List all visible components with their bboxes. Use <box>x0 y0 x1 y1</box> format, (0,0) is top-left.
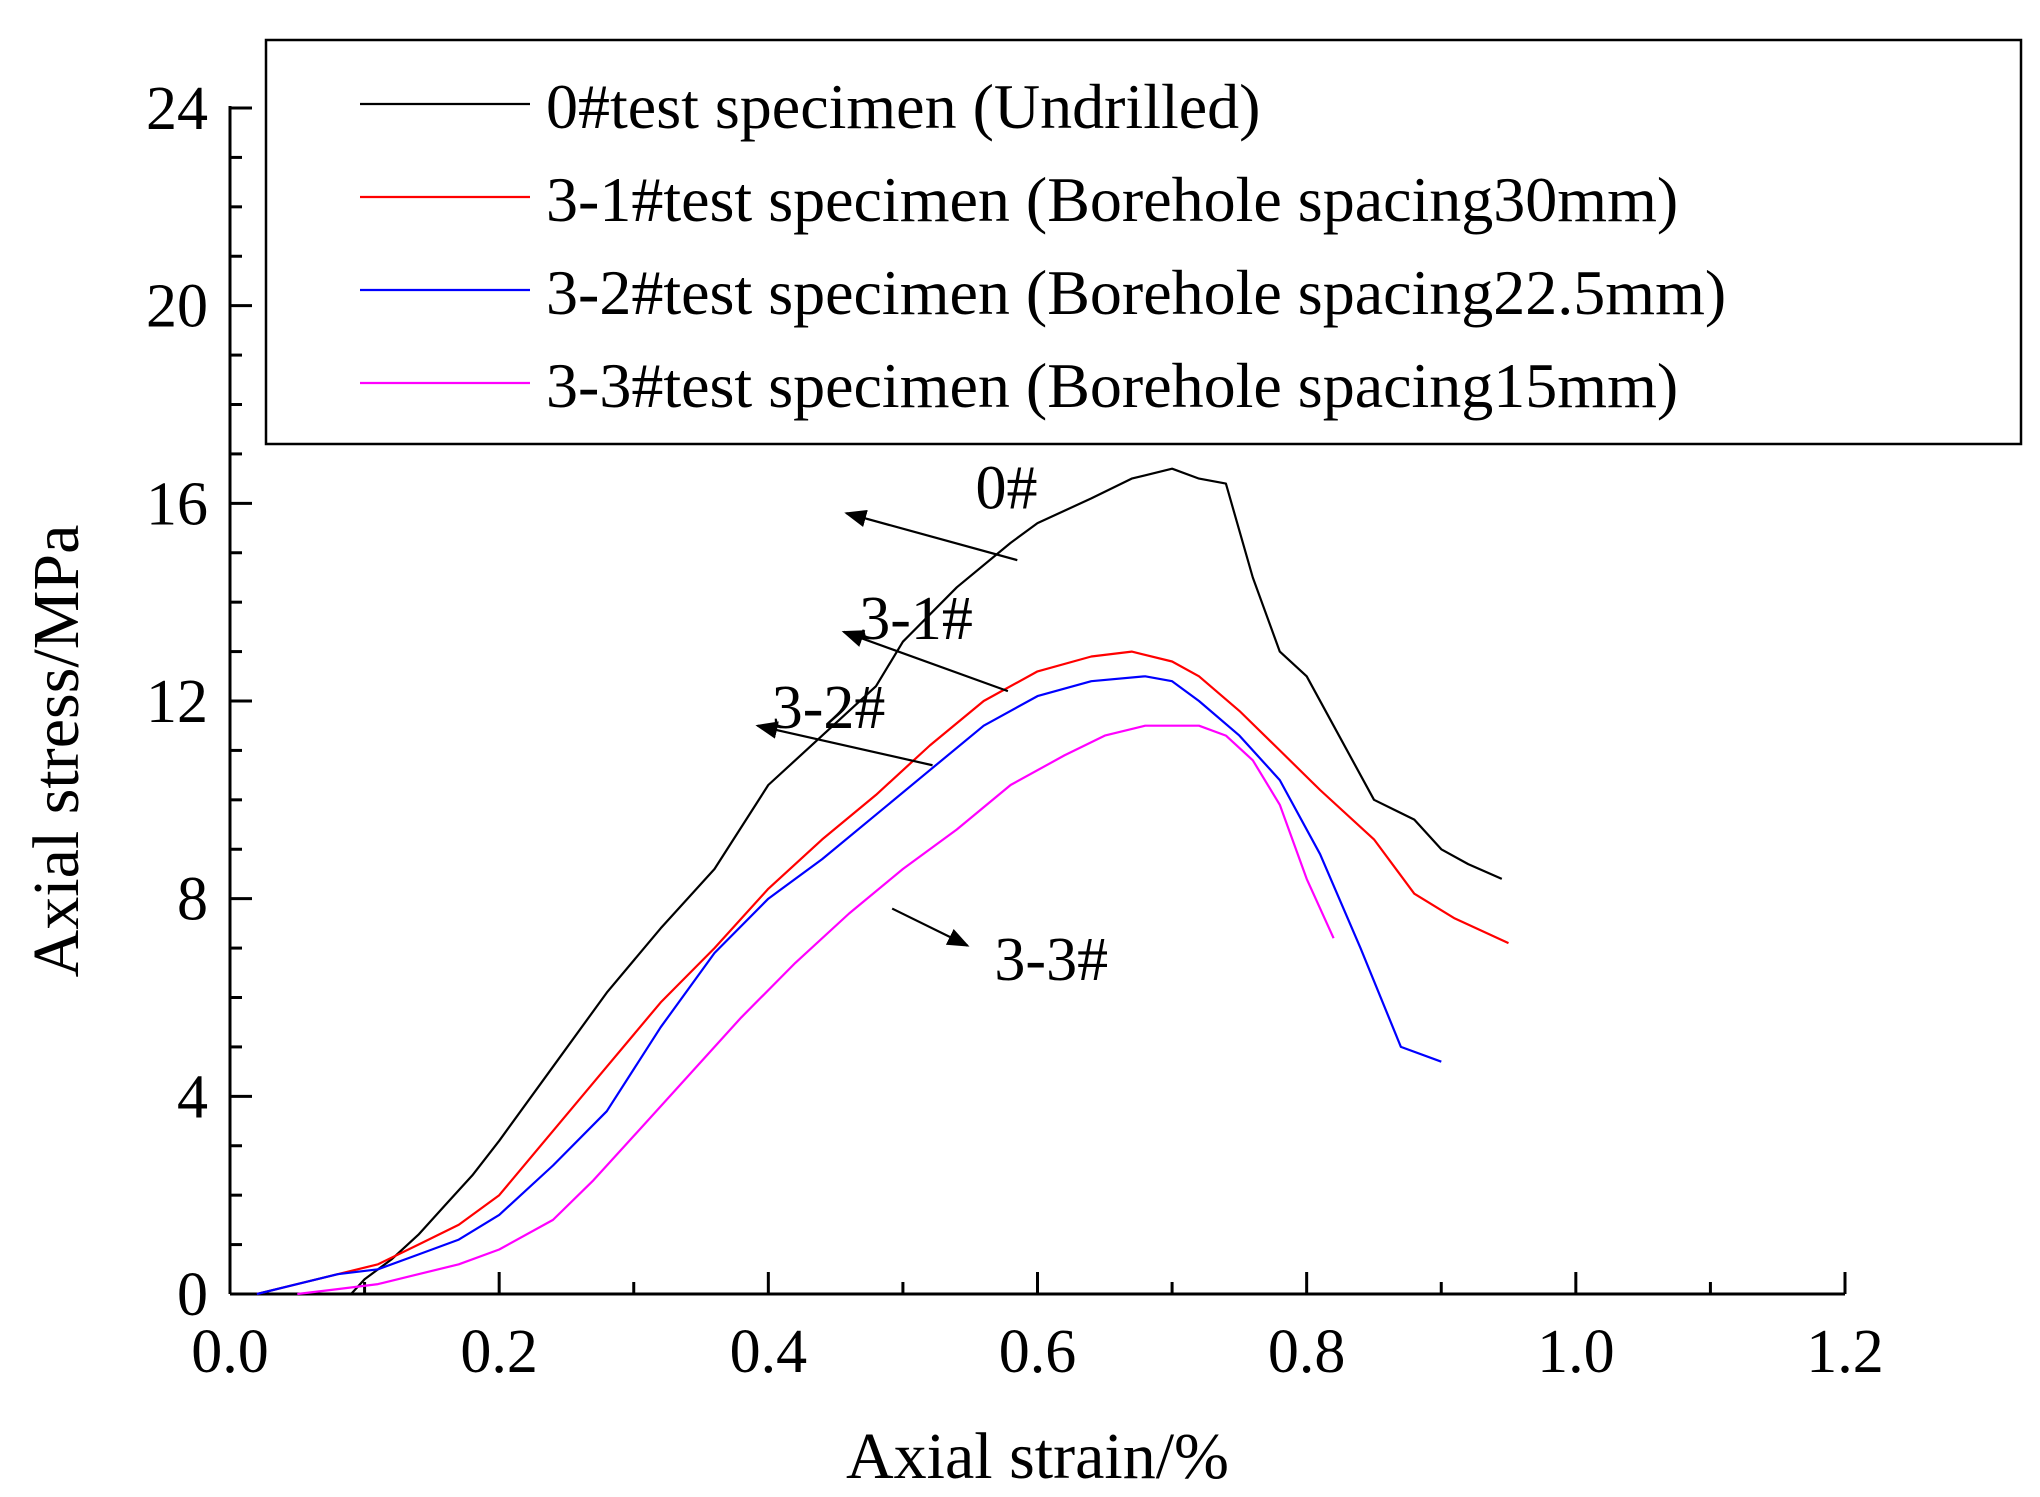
series-line-s1 <box>256 650 1509 1296</box>
annotations: 0#3-1# 3-2# 3-3# <box>755 454 1108 994</box>
x-tick-label: 0.4 <box>730 1318 808 1386</box>
y-tick-label: 0 <box>177 1261 208 1329</box>
y-axis-title: Axial stress/MPa <box>20 525 93 978</box>
series-line-s0 <box>350 467 1503 1295</box>
annotation-arrow-a2 <box>755 721 933 767</box>
y-tick-label: 20 <box>146 273 208 341</box>
legend: 0#test specimen (Undrilled) 3-1#test spec… <box>264 38 2023 446</box>
legend-label-s2: 3-2#test specimen (Borehole spacing22.5m… <box>546 257 1726 328</box>
annotation-label-a2: 3-2# <box>772 674 886 742</box>
x-tick-label: 0.8 <box>1268 1318 1346 1386</box>
legend-box <box>264 38 2023 446</box>
annotation-arrow-a3 <box>891 907 970 947</box>
x-tick-label: 0.2 <box>460 1318 538 1386</box>
series-layer <box>256 467 1509 1296</box>
legend-label-s1: 3-1#test specimen (Borehole spacing30mm) <box>546 164 1678 235</box>
y-tick-label: 16 <box>146 470 208 538</box>
annotation-arrow-a1 <box>841 630 1009 693</box>
y-tick-label: 24 <box>146 75 208 143</box>
annotation-arrow-a0 <box>844 509 1018 562</box>
y-tick-label: 4 <box>177 1063 208 1131</box>
x-tick-label: 1.2 <box>1806 1318 1884 1386</box>
legend-label-s3: 3-3#test specimen (Borehole spacing15mm) <box>546 350 1678 421</box>
x-tick-label: 0.6 <box>999 1318 1077 1386</box>
axes: 0.0 0.2 0.4 0.6 0.8 1.0 1.2 0 4 8 12 16 20 24 Axial st… <box>20 75 1884 1493</box>
x-axis-title: Axial strain/% <box>846 1420 1229 1493</box>
series-line-s3 <box>297 724 1335 1296</box>
y-tick-label: 12 <box>146 668 208 736</box>
annotation-label-a0: 0# <box>976 454 1038 522</box>
x-tick-label: 1.0 <box>1537 1318 1615 1386</box>
y-tick-label: 8 <box>177 866 208 934</box>
x-tick-label: 0.0 <box>191 1318 269 1386</box>
annotation-label-a3: 3-3# <box>994 926 1108 994</box>
series-line-s2 <box>256 675 1442 1296</box>
legend-label-s0: 0#test specimen (Undrilled) <box>546 71 1260 142</box>
annotation-label-a1: 3-1# <box>859 585 973 653</box>
